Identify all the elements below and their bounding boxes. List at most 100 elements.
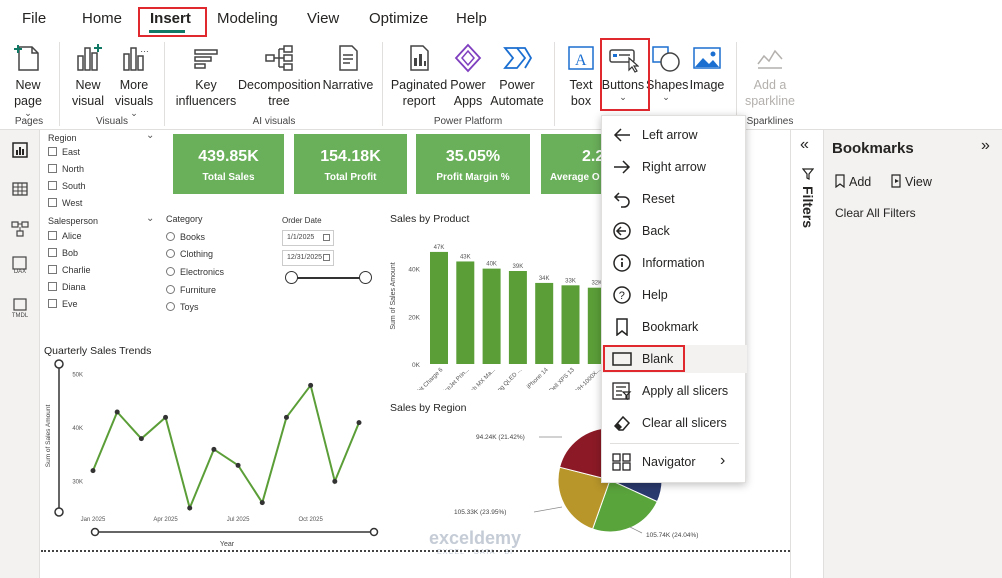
checkbox[interactable] bbox=[48, 198, 57, 207]
chevron-down-icon[interactable]: ⌄ bbox=[146, 130, 155, 141]
image-button[interactable]: Image bbox=[688, 42, 726, 93]
salesperson-slicer-title: Salesperson bbox=[48, 216, 99, 226]
menu-item-bookmark[interactable]: Bookmark bbox=[602, 313, 747, 341]
slicer-option[interactable]: Eve bbox=[48, 299, 78, 309]
filters-label[interactable]: Filters bbox=[800, 186, 816, 229]
bookmark-item-clear-all-filters[interactable]: Clear All Filters bbox=[835, 206, 916, 220]
slicer-option[interactable]: North bbox=[48, 164, 84, 174]
slicer-option-label: Bob bbox=[62, 248, 79, 258]
slicer-option[interactable]: South bbox=[48, 181, 86, 191]
checkbox[interactable] bbox=[48, 231, 57, 240]
menu-modeling[interactable]: Modeling bbox=[217, 10, 278, 27]
add-sparkline-button[interactable]: Add a sparkline bbox=[742, 42, 798, 109]
view-rail: DAX TMDL bbox=[0, 130, 40, 578]
slicer-option[interactable]: East bbox=[48, 147, 80, 157]
end-date-input[interactable]: 12/31/2025 bbox=[282, 250, 334, 266]
more-visuals-button[interactable]: … More visuals ⌄ bbox=[112, 42, 156, 118]
buttons-button[interactable]: Buttons ⌄ bbox=[601, 42, 645, 102]
power-automate-button[interactable]: Power Automate bbox=[488, 42, 546, 109]
kpi-label: Profit Margin % bbox=[436, 172, 510, 183]
start-date-input[interactable]: 1/1/2025 bbox=[282, 230, 334, 246]
menu-file[interactable]: File bbox=[22, 10, 47, 27]
add-label: Add bbox=[849, 175, 872, 189]
checkbox[interactable] bbox=[48, 164, 57, 173]
checkbox[interactable] bbox=[48, 181, 57, 190]
menu-item-back[interactable]: Back bbox=[602, 217, 747, 245]
x-tick-label: Jan 2025 bbox=[81, 517, 106, 523]
kpi-label: Total Profit bbox=[324, 172, 377, 183]
menu-help[interactable]: Help bbox=[456, 10, 487, 27]
menu-item-right-arrow[interactable]: Right arrow bbox=[602, 153, 747, 181]
view-bookmark-button[interactable]: View bbox=[890, 174, 932, 189]
menu-optimize[interactable]: Optimize bbox=[369, 10, 429, 27]
add-bookmark-button[interactable]: Add bbox=[834, 174, 871, 189]
checkbox[interactable] bbox=[48, 282, 57, 291]
x-tick-label: iPhone 14 bbox=[526, 367, 550, 390]
power-apps-button[interactable]: Power Apps bbox=[448, 42, 488, 109]
menu-insert[interactable]: Insert bbox=[150, 10, 191, 27]
range-handle-end[interactable] bbox=[359, 271, 372, 284]
more-visuals-icon: … bbox=[123, 44, 149, 71]
pie-chart-title: Sales by Region bbox=[390, 402, 467, 414]
collapse-double-chevron-icon[interactable]: « bbox=[800, 136, 809, 153]
menu-item-label: Back bbox=[642, 224, 670, 238]
checkbox[interactable] bbox=[48, 299, 57, 308]
radio-button[interactable] bbox=[166, 285, 175, 294]
calendar-icon[interactable] bbox=[323, 254, 330, 261]
tmdl-view-icon[interactable]: TMDL bbox=[8, 298, 32, 320]
menu-item-label: Clear all slicers bbox=[642, 416, 727, 430]
dax-label: DAX bbox=[13, 269, 27, 275]
slicer-option[interactable]: Clothing bbox=[166, 249, 213, 259]
slicer-option[interactable]: West bbox=[48, 198, 82, 208]
radio-button[interactable] bbox=[166, 249, 175, 258]
expand-double-chevron-icon[interactable]: » bbox=[981, 137, 990, 154]
radio-button[interactable] bbox=[166, 302, 175, 311]
bar bbox=[535, 282, 554, 364]
text-box-button[interactable]: A Text box bbox=[562, 42, 600, 109]
slicer-option[interactable]: Charlie bbox=[48, 265, 91, 275]
paginated-report-button[interactable]: Paginated report bbox=[390, 42, 448, 109]
decomposition-tree-label: Decomposition tree bbox=[238, 78, 321, 108]
menu-view[interactable]: View bbox=[307, 10, 340, 27]
table-view-icon[interactable] bbox=[10, 179, 30, 199]
model-view-icon[interactable] bbox=[10, 219, 30, 239]
menu-item-information[interactable]: Information bbox=[602, 249, 747, 277]
radio-button[interactable] bbox=[166, 232, 175, 241]
slicer-option[interactable]: Electronics bbox=[166, 267, 224, 277]
radio-button[interactable] bbox=[166, 267, 175, 276]
dax-query-icon[interactable]: DAX bbox=[9, 256, 31, 278]
menu-item-navigator[interactable]: Navigator › bbox=[602, 448, 747, 476]
shapes-button[interactable]: Shapes ⌄ bbox=[646, 42, 688, 102]
menu-item-reset[interactable]: Reset bbox=[602, 185, 747, 213]
slicer-option[interactable]: Diana bbox=[48, 282, 86, 292]
decomposition-tree-button[interactable]: Decomposition tree bbox=[238, 42, 321, 109]
slicer-option[interactable]: Toys bbox=[166, 302, 199, 312]
chevron-down-icon[interactable]: ⌄ bbox=[146, 213, 155, 224]
kpi-card: 35.05% Profit Margin % bbox=[416, 134, 530, 194]
slicer-option[interactable]: Bob bbox=[48, 248, 78, 258]
report-view-icon[interactable] bbox=[10, 140, 30, 160]
menu-item-blank[interactable]: Blank bbox=[602, 345, 747, 373]
range-handle-start[interactable] bbox=[285, 271, 298, 284]
chevron-down-icon: ⌄ bbox=[619, 92, 627, 102]
new-visual-button[interactable]: New visual bbox=[66, 42, 110, 109]
checkbox[interactable] bbox=[48, 147, 57, 156]
menu-home[interactable]: Home bbox=[82, 10, 123, 27]
pie-slice bbox=[557, 466, 611, 530]
calendar-icon[interactable] bbox=[323, 234, 330, 241]
narrative-button[interactable]: Narrative bbox=[322, 42, 374, 93]
menu-item-clear-all-slicers[interactable]: Clear all slicers bbox=[602, 409, 747, 437]
slicer-option[interactable]: Books bbox=[166, 232, 205, 242]
checkbox[interactable] bbox=[48, 265, 57, 274]
slicer-option[interactable]: Alice bbox=[48, 231, 82, 241]
data-label: 33K bbox=[565, 278, 576, 284]
menu-item-apply-all-slicers[interactable]: Apply all slicers bbox=[602, 377, 747, 405]
slicer-option[interactable]: Furniture bbox=[166, 285, 216, 295]
line-point bbox=[283, 414, 289, 420]
key-influencers-button[interactable]: Key influencers bbox=[174, 42, 238, 109]
new-page-button[interactable]: New page ⌄ bbox=[6, 42, 50, 118]
menu-item-left-arrow[interactable]: Left arrow bbox=[602, 121, 747, 149]
checkbox[interactable] bbox=[48, 248, 57, 257]
slicer-option-label: Books bbox=[180, 232, 206, 242]
menu-item-help[interactable]: ? Help bbox=[602, 281, 747, 309]
